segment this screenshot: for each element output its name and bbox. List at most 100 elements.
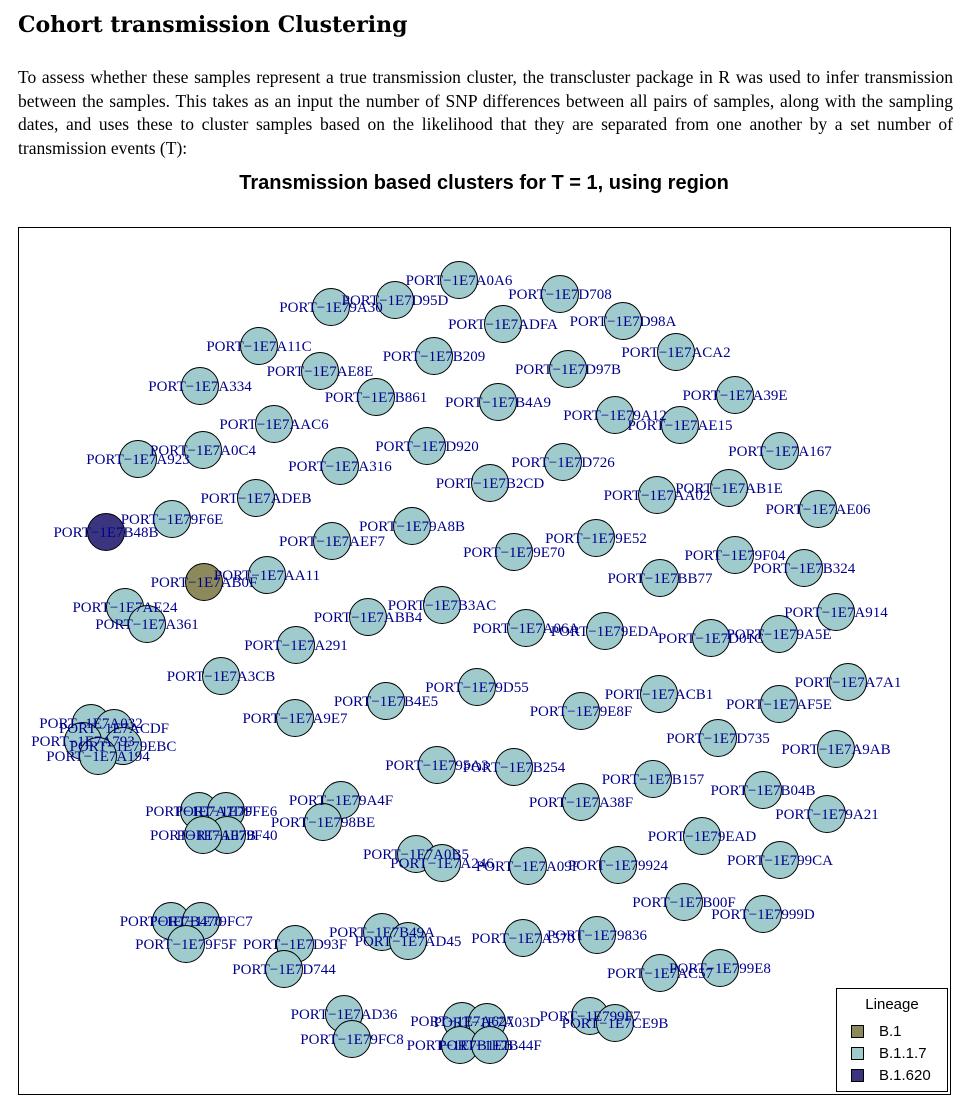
node-port-1e7ae8e <box>301 352 339 390</box>
node-port-1e7d97b <box>549 350 587 388</box>
node-label-port-1e7aca2: PORT−1E7ACA2 <box>621 345 730 361</box>
node-label-port-1e798be: PORT−1E798BE <box>271 815 375 831</box>
node-label-port-1e79f04: PORT−1E79F04 <box>685 548 786 564</box>
node-port-1e7aa11 <box>248 556 286 594</box>
node-label-port-1e7adeb: PORT−1E7ADEB <box>201 491 312 507</box>
node-label-port-1e7adfa: PORT−1E7ADFA <box>448 317 558 333</box>
node-label-port-1e795a3: PORT−1E795A3 <box>385 758 488 774</box>
node-label-port-1e7a39e: PORT−1E7A39E <box>682 388 787 404</box>
node-label-port-1e7ad36: PORT−1E7AD36 <box>291 1007 398 1023</box>
node-label-port-1e79a12: PORT−1E79A12 <box>563 408 666 424</box>
node-port-1e79f5f <box>167 925 205 963</box>
node-label-port-1e79e8f: PORT−1E79E8F <box>530 704 633 720</box>
node-label-port-1e7d93f: PORT−1E7D93F <box>243 937 347 953</box>
node-label-port-1e7a7a1: PORT−1E7A7A1 <box>795 675 902 691</box>
node-port-1e79ead <box>683 817 721 855</box>
node-port-1e798be <box>304 803 342 841</box>
node-label-port-1e7b470: PORT−1E7B470 <box>120 914 223 930</box>
node-label-port-1e79fe6: PORT−1E79FE6 <box>175 804 278 820</box>
node-label-port-1e7a3cb: PORT−1E7A3CB <box>167 669 275 685</box>
node-port-1e7b4a9 <box>479 383 517 421</box>
node-port-1e7999d <box>744 895 782 933</box>
node-label-port-1e79f5f: PORT−1E79F5F <box>135 937 237 953</box>
node-label-port-1e79836: PORT−1E79836 <box>547 928 648 944</box>
node-label-port-1e7b324: PORT−1E7B324 <box>753 561 856 577</box>
node-label-port-1e79a8b: PORT−1E79A8B <box>359 519 465 535</box>
node-label-port-1e79924: PORT−1E79924 <box>568 858 669 874</box>
node-port-1e7a07b <box>184 816 222 854</box>
node-port-1e79e52 <box>577 519 615 557</box>
node-label-port-1e79ead: PORT−1E79EAD <box>648 829 757 845</box>
node-port-1e795a3 <box>418 746 456 784</box>
node-label-port-1e7a316: PORT−1E7A316 <box>288 459 392 475</box>
node-label-port-1e7a0b5: PORT−1E7A0B5 <box>363 847 469 863</box>
node-port-1e7a7a1 <box>829 663 867 701</box>
node-port-1e7a570 <box>504 919 542 957</box>
node-port-1e7b861 <box>357 378 395 416</box>
node-port-1e7ab0f <box>185 563 223 601</box>
node-port-1e79f04 <box>716 536 754 574</box>
node-label-port-1e799e8: PORT−1E799E8 <box>669 961 771 977</box>
node-label-port-1e7a194: PORT−1E7A194 <box>46 749 150 765</box>
node-label-port-1e7d95d: PORT−1E7D95D <box>342 293 449 309</box>
node-port-1e7a923 <box>119 440 157 478</box>
node-label-port-1e7a38f: PORT−1E7A38F <box>529 795 633 811</box>
node-port-1e799ca <box>761 841 799 879</box>
node-label-port-1e7b4e5: PORT−1E7B4E5 <box>334 694 438 710</box>
node-label-port-1e7b861: PORT−1E7B861 <box>325 390 428 406</box>
node-port-1e7aca2 <box>657 333 695 371</box>
node-label-port-1e7a9ab: PORT−1E7A9AB <box>781 742 890 758</box>
node-label-port-1e7ac57: PORT−1E7AC57 <box>607 966 713 982</box>
node-port-1e7b324 <box>785 549 823 587</box>
node-label-port-1e7b04b: PORT−1E7B04B <box>710 783 815 799</box>
node-label-port-1e79f6e: PORT−1E79F6E <box>121 512 224 528</box>
node-port-1e7d726 <box>544 443 582 481</box>
node-label-port-1e7ae8e: PORT−1E7AE8E <box>267 364 374 380</box>
node-port-1e7b48b <box>87 513 125 551</box>
node-port-1e7d920 <box>408 427 446 465</box>
node-label-port-1e7a914: PORT−1E7A914 <box>784 605 888 621</box>
legend-title: Lineage <box>865 996 919 1013</box>
node-port-1e7ab1e <box>710 469 748 507</box>
node-port-1e79e8f <box>562 692 600 730</box>
node-port-1e7a0c4 <box>184 431 222 469</box>
node-label-port-1e79d55: PORT−1E79D55 <box>425 680 528 696</box>
node-port-1e79f6e <box>153 500 191 538</box>
node-label-port-1e7acdf: PORT−1E7ACDF <box>59 721 169 737</box>
node-label-port-1e7aa02: PORT−1E7AA02 <box>604 488 711 504</box>
node-label-port-1e7af5e: PORT−1E7AF5E <box>726 697 832 713</box>
node-label-port-1e7ce9b: PORT−1E7CE9B <box>562 1016 669 1032</box>
node-label-port-1e7a11c: PORT−1E7A11C <box>206 339 311 355</box>
page-title: Cohort transmission Clustering <box>18 12 408 38</box>
node-label-port-1e7a032: PORT−1E7A032 <box>39 716 142 732</box>
node-label-port-1e7a7df: PORT−1E7A7DF <box>145 804 253 820</box>
node-port-1e7a291 <box>277 626 315 664</box>
node-port-1e7adeb <box>237 479 275 517</box>
node-port-1e7d744 <box>265 950 303 988</box>
node-label-port-1e7d726: PORT−1E7D726 <box>511 455 615 471</box>
node-label-port-1e79a5e: PORT−1E79A5E <box>726 627 831 643</box>
node-label-port-1e7a9e7: PORT−1E7A9E7 <box>242 711 348 727</box>
node-port-1e7ce9b <box>596 1004 634 1042</box>
node-label-port-1e7aef7: PORT−1E7AEF7 <box>279 534 385 550</box>
legend-label-b1620: B.1.620 <box>879 1066 931 1084</box>
node-label-port-1e7a09f: PORT−1E7A09F <box>476 859 580 875</box>
legend-item-b117: B.1.1.7 <box>851 1044 927 1062</box>
node-label-port-1e7d744: PORT−1E7D744 <box>232 962 336 978</box>
node-port-1e7a09f <box>509 847 547 885</box>
node-label-port-1e79e52: PORT−1E79E52 <box>545 531 647 547</box>
node-port-1e7a11c <box>240 327 278 365</box>
node-port-1e7a246 <box>423 844 461 882</box>
node-label-port-1e7b4a9: PORT−1E7B4A9 <box>445 395 551 411</box>
node-label-port-1e7999d: PORT−1E7999D <box>711 907 815 923</box>
node-label-port-1e7a06a: PORT−1E7A06A <box>473 621 580 637</box>
node-port-1e7aac6 <box>255 405 293 443</box>
node-label-port-1e799f7: PORT−1E799F7 <box>540 1009 641 1025</box>
node-port-1e79a5e <box>760 615 798 653</box>
node-label-port-1e79fc7: PORT−1E79FC7 <box>149 914 253 930</box>
node-port-1e7b209 <box>415 337 453 375</box>
chart-title: Transmission based clusters for T = 1, u… <box>239 172 729 194</box>
node-port-1e79fc8 <box>333 1020 371 1058</box>
node-label-port-1e7acb1: PORT−1E7ACB1 <box>605 687 713 703</box>
